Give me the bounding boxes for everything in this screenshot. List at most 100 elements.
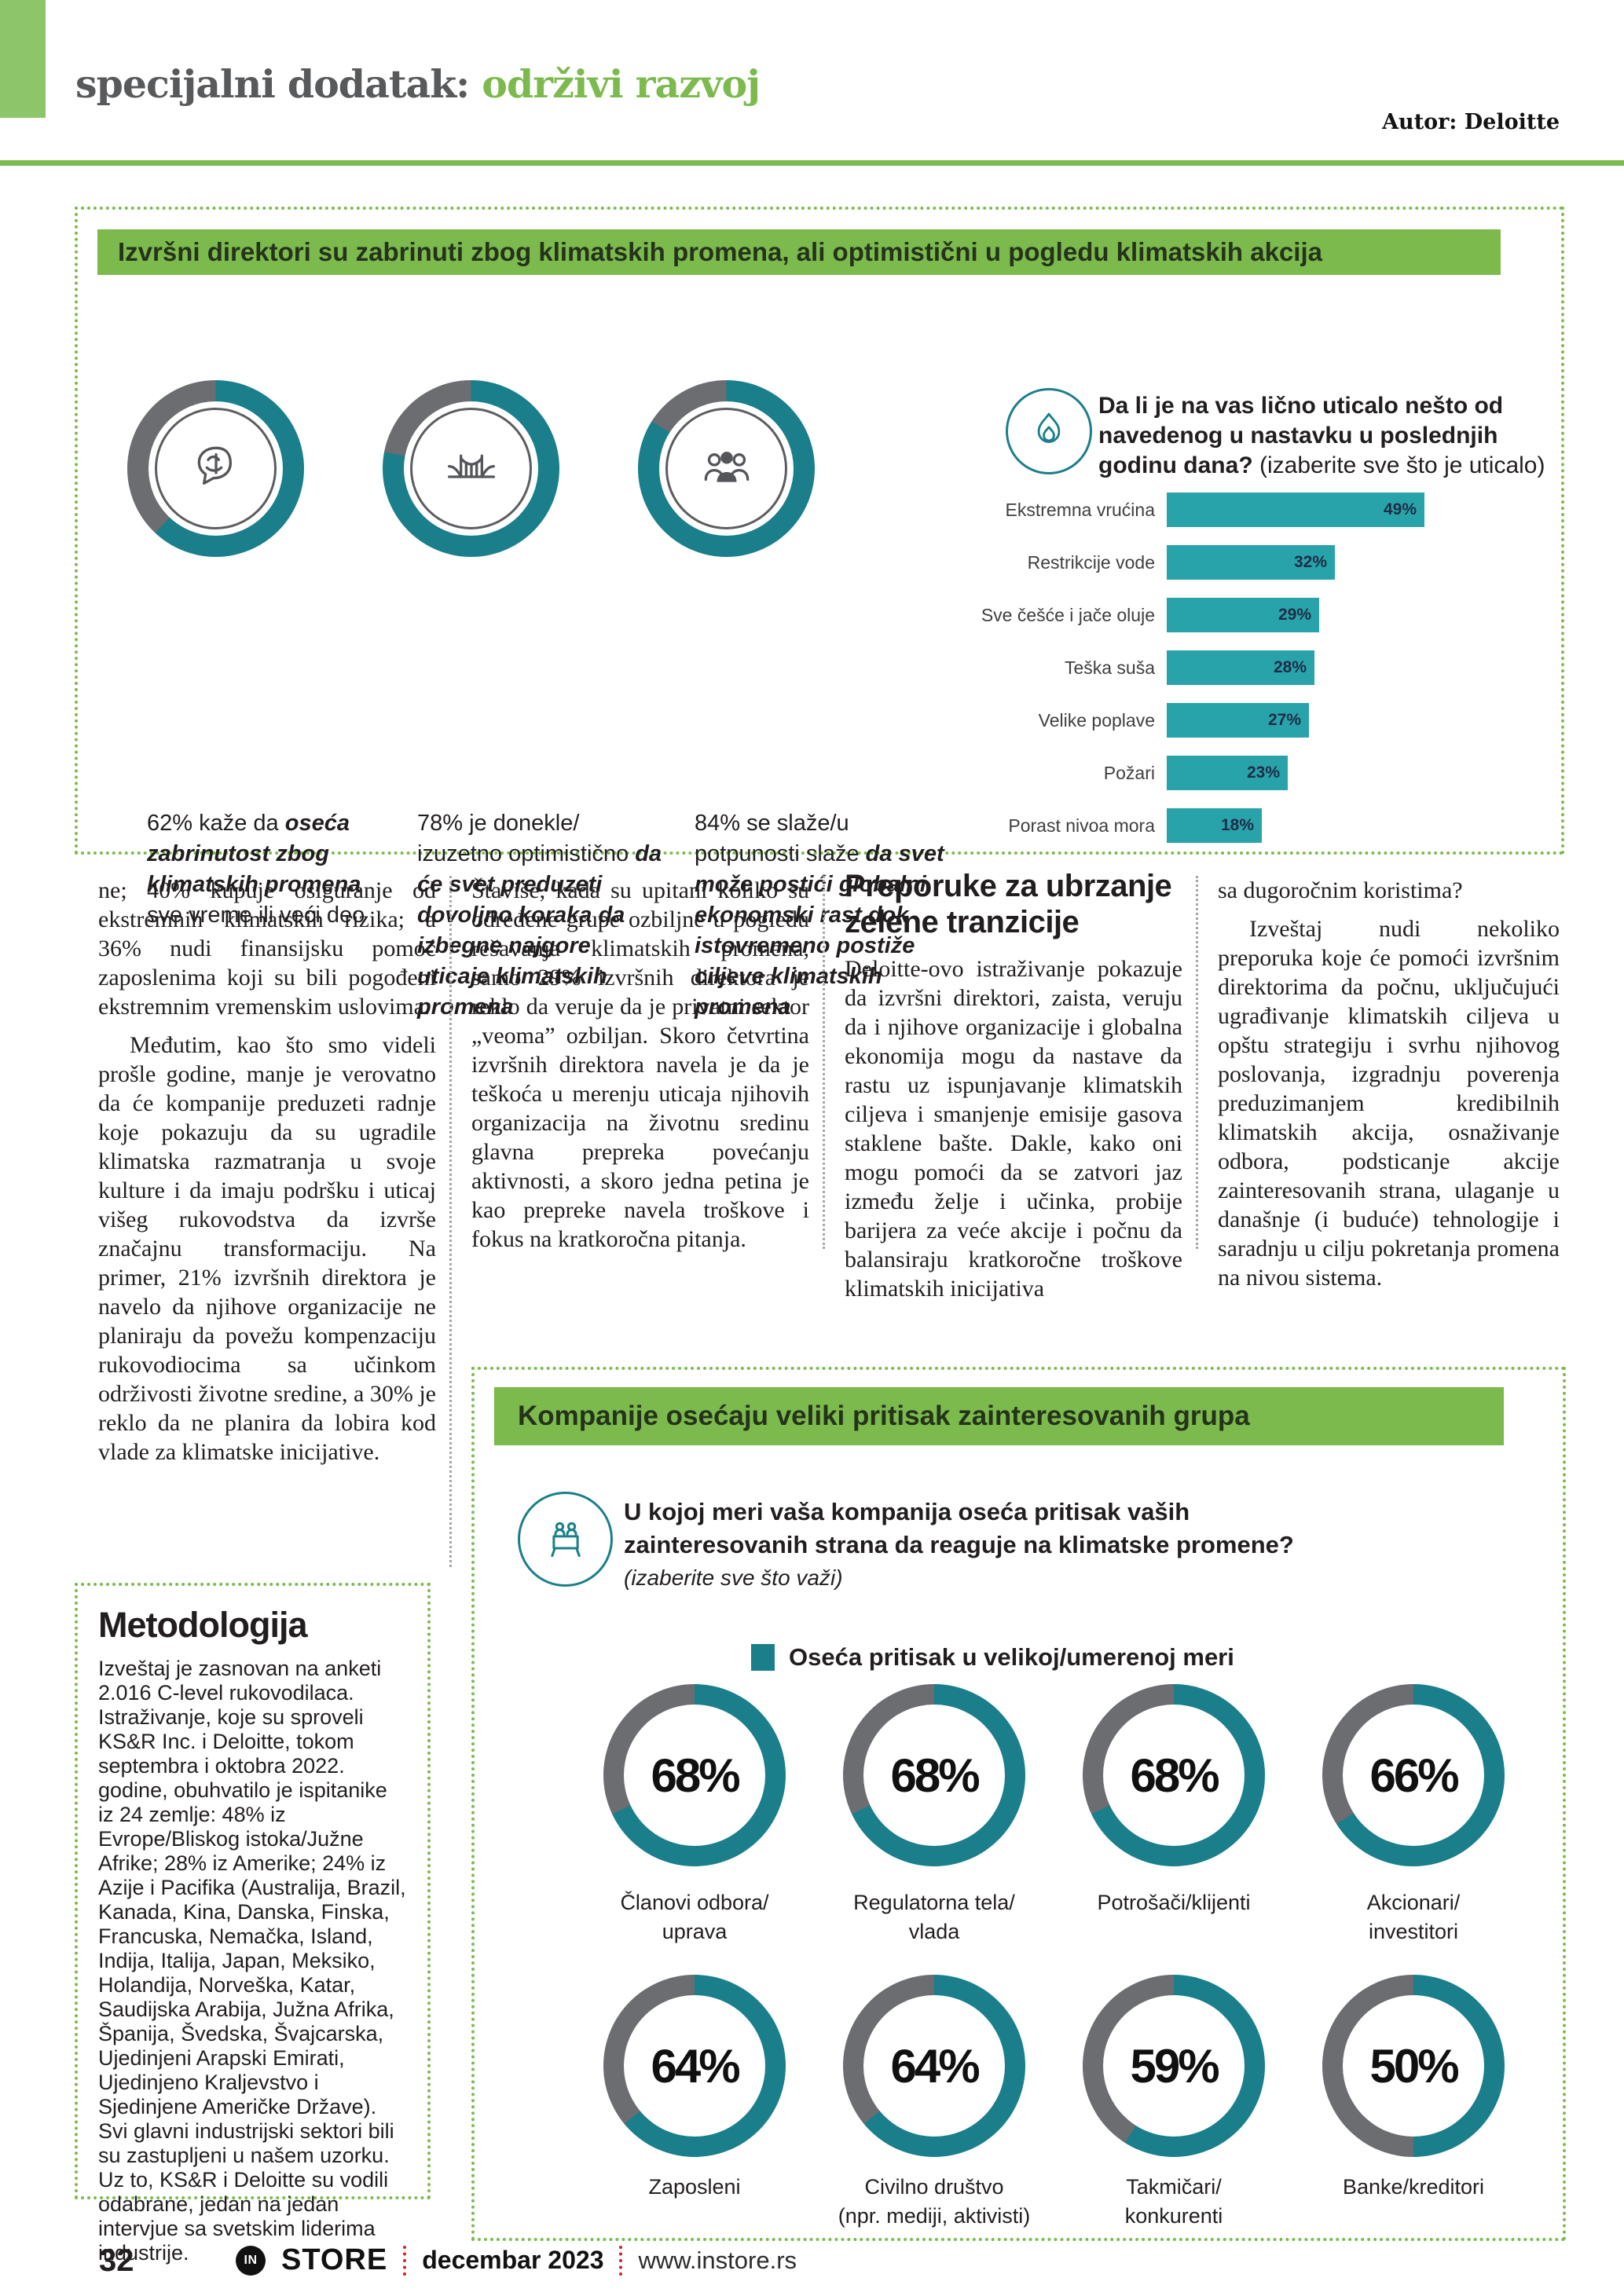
bridge-icon bbox=[447, 454, 495, 478]
stat-84-emphasis: da svet može postići globalni ekonomski … bbox=[695, 841, 944, 1020]
bar-value: 18% bbox=[1220, 816, 1254, 834]
donut-label-line: Regulatorna tela/ bbox=[853, 1891, 1015, 1914]
donut-hole: 59% bbox=[1103, 1995, 1245, 2137]
donut-label-employees: Zaposleni bbox=[569, 2173, 820, 2202]
bridge-icon-ring bbox=[410, 408, 532, 529]
methodology-body: Izveštaj je zasnovan na anketi 2.016 C-l… bbox=[98, 1657, 406, 2265]
bar-water: 32% bbox=[1167, 545, 1335, 580]
section1-question-note: (izaberite sve što je uticalo) bbox=[1252, 452, 1545, 478]
author-credit: Autor: Deloitte bbox=[1382, 110, 1560, 134]
stat-84-text: 84% se slaže/u potpunosti slaže da svet … bbox=[695, 808, 944, 1023]
people-icon-ring bbox=[665, 408, 787, 529]
donut-label-shareholders: Akcionari/ investitori bbox=[1288, 1888, 1539, 1946]
donut-label-board-members: Članovi odbora/ uprava bbox=[569, 1888, 820, 1946]
article-col3-paragraph-1: Deloitte-ovo istraživanje pokazuje da iz… bbox=[845, 956, 1182, 1302]
stat-62-plain: kaže da bbox=[192, 811, 285, 836]
column-separator-2 bbox=[823, 876, 825, 1249]
donut-percentage: 59% bbox=[1130, 2039, 1219, 2093]
article-column-2: Štaviše, kada su upitani koliko su određ… bbox=[471, 876, 809, 1254]
section1-question-bold: Da li je na vas lično uticalo nešto od n… bbox=[1098, 393, 1504, 478]
donut-label-line: (npr. mediji, aktivisti) bbox=[838, 2204, 1031, 2228]
donut-label-line: Banke/kreditori bbox=[1342, 2175, 1485, 2199]
bar-label-water: Restrikcije vode bbox=[1027, 552, 1155, 573]
stat-donut-78-hole bbox=[404, 401, 538, 536]
page-title-green: održivi razvoj bbox=[469, 61, 761, 107]
donut-hole: 68% bbox=[863, 1705, 1005, 1846]
bar-label-floods: Velike poplave bbox=[1038, 710, 1155, 731]
donut-label-line: konkurenti bbox=[1124, 2204, 1223, 2228]
stat-62-text: 62% kaže da oseća zabrinutost zbog klima… bbox=[147, 808, 397, 931]
bar-label-sea-level: Porast nivoa mora bbox=[1008, 815, 1155, 836]
section1-banner: Izvršni direktori su zabrinuti zbog klim… bbox=[97, 229, 1501, 275]
bar-storms: 29% bbox=[1167, 598, 1319, 632]
donut-hole: 64% bbox=[863, 1995, 1005, 2137]
section-stakeholder-pressure: Kompanije osećaju veliki pritisak zainte… bbox=[471, 1367, 1566, 2241]
stat-donut-78 bbox=[383, 380, 559, 557]
page-number: 32 bbox=[99, 2243, 134, 2278]
donut-employees: 64% bbox=[603, 1975, 786, 2157]
footer-separator-dots bbox=[403, 2245, 407, 2276]
stat-78-paragraph: 78% je donekle/ izuzetno optimistično da… bbox=[417, 808, 667, 1023]
donut-shareholders: 66% bbox=[1322, 1684, 1505, 1866]
donut-hole: 50% bbox=[1343, 1995, 1484, 2137]
donut-label-line: Članovi odbora/ bbox=[620, 1891, 769, 1914]
footer-brand-line: IN STORE decembar 2023 www.instore.rs bbox=[236, 2243, 797, 2277]
brand-name: STORE bbox=[281, 2243, 388, 2276]
donut-label-civil-society: Civilno društvo (npr. mediji, aktivisti) bbox=[808, 2173, 1060, 2231]
section-ceo-concern: Izvršni direktori su zabrinuti zbog klim… bbox=[75, 207, 1564, 1020]
recommendations-heading: Preporuke za ubrzanje zelene tranzicije bbox=[845, 869, 1172, 939]
donut-label-line: investitori bbox=[1368, 1920, 1459, 1943]
bar-floods: 27% bbox=[1167, 703, 1309, 738]
people-icon bbox=[704, 451, 749, 482]
donut-label-line: uprava bbox=[662, 1920, 728, 1943]
donut-label-line: Civilno društvo bbox=[864, 2175, 1004, 2199]
donut-percentage: 66% bbox=[1369, 1749, 1459, 1802]
flame-icon-circle bbox=[1006, 388, 1092, 474]
article-col1-paragraph-2: Međutim, kao što smo videli prošle godin… bbox=[98, 1032, 436, 1465]
donut-percentage: 68% bbox=[651, 1749, 740, 1802]
bar-value: 32% bbox=[1293, 553, 1327, 571]
chart-legend: Oseća pritisak u velikoj/umerenoj meri bbox=[751, 1643, 1234, 1672]
section2-question: U kojoj meri vaša kompanija oseća pritis… bbox=[624, 1496, 1331, 1595]
stat-donut-62-hole bbox=[148, 401, 283, 536]
article-col1-paragraph-1: ne; 40% kupuje osiguranje od ekstremnih … bbox=[98, 877, 436, 1020]
footer-separator-dots bbox=[619, 2245, 623, 2276]
donut-hole: 68% bbox=[1103, 1705, 1245, 1846]
stat-62-lead: 62% bbox=[147, 811, 193, 836]
page-title: specijalni dodatak: održivi razvoj bbox=[75, 61, 761, 107]
bar-value: 28% bbox=[1273, 658, 1307, 676]
donut-banks: 50% bbox=[1322, 1975, 1505, 2157]
donut-hole: 68% bbox=[624, 1705, 765, 1846]
stat-78-text: 78% je donekle/ izuzetno optimistično da… bbox=[417, 808, 667, 1023]
header-divider bbox=[0, 160, 1624, 166]
bar-sea-level: 18% bbox=[1167, 808, 1262, 843]
stat-84-lead: 84% bbox=[695, 811, 741, 836]
donut-label-line: Takmičari/ bbox=[1126, 2175, 1222, 2199]
article-col2-paragraph-1: Štaviše, kada su upitani koliko su određ… bbox=[471, 877, 809, 1252]
issue-date: decembar 2023 bbox=[422, 2246, 604, 2274]
section2-question-line1: U kojoj meri vaša kompanija oseća pritis… bbox=[624, 1498, 1190, 1525]
section2-banner: Kompanije osećaju veliki pritisak zainte… bbox=[494, 1387, 1504, 1445]
website-url: www.instore.rs bbox=[638, 2246, 797, 2274]
stat-donut-84-hole bbox=[659, 401, 794, 536]
donut-label-competitors: Takmičari/ konkurenti bbox=[1048, 2173, 1300, 2231]
bar-label-heat: Ekstremna vrućina bbox=[1005, 500, 1155, 520]
stat-78-lead: 78% bbox=[417, 811, 464, 836]
donut-hole: 66% bbox=[1343, 1705, 1484, 1846]
bar-label-drought: Teška suša bbox=[1064, 657, 1155, 678]
donut-percentage: 64% bbox=[890, 2039, 980, 2093]
legend-label: Oseća pritisak u velikoj/umerenoj meri bbox=[789, 1643, 1234, 1671]
methodology-box: Metodologija Izveštaj je zasnovan na ank… bbox=[75, 1583, 431, 2265]
donut-percentage: 64% bbox=[651, 2039, 740, 2093]
donut-label-banks: Banke/kreditori bbox=[1288, 2173, 1539, 2202]
methodology-heading: Metodologija bbox=[98, 1605, 307, 1645]
donut-label-line: Zaposleni bbox=[648, 2175, 741, 2199]
bar-heat: 49% bbox=[1167, 493, 1424, 527]
bar-label-fires: Požari bbox=[1103, 763, 1155, 783]
donut-civil-society: 64% bbox=[843, 1975, 1025, 2157]
bar-value: 23% bbox=[1246, 764, 1280, 782]
stat-78-plain: je donekle/ izuzetno optimistično bbox=[417, 811, 636, 866]
article-col4-paragraph-2: Izveštaj nudi nekoliko preporuka koje će… bbox=[1218, 916, 1560, 1291]
bar-drought: 28% bbox=[1167, 650, 1314, 685]
article-column-4: sa dugoročnim koristima? Izveštaj nudi n… bbox=[1218, 876, 1560, 1292]
